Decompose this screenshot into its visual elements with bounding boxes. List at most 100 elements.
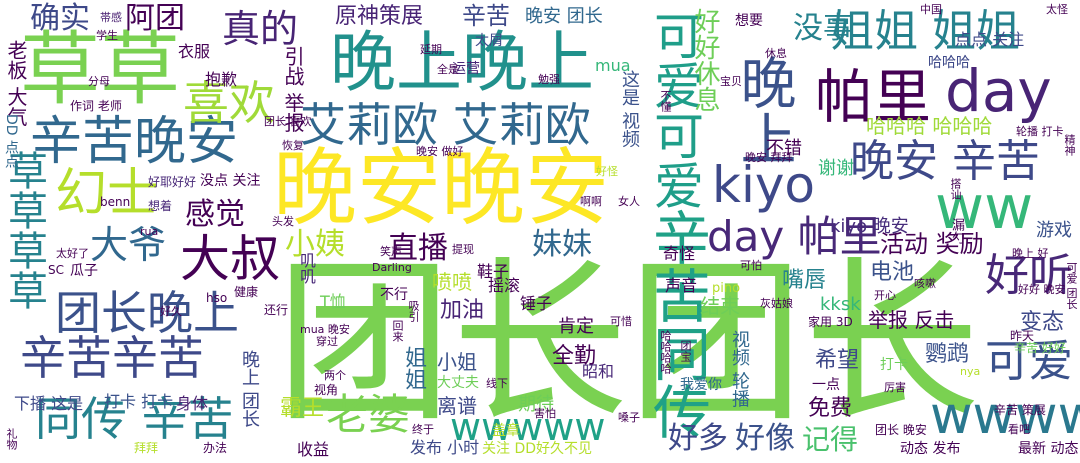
word-xuesheng: 学生 xyxy=(96,29,118,42)
word-daka-daka: 打卡 打卡 xyxy=(104,392,174,411)
word-qiguai: 奇怪 xyxy=(663,244,696,263)
word-buxing: 不行 xyxy=(380,287,408,303)
word-wanshang-hao: 晚上 好 xyxy=(1012,247,1049,260)
word-dianchi: 电池 xyxy=(870,260,915,285)
word-xinku-xinku: 辛苦辛苦 xyxy=(20,331,204,385)
word-wanshang-vertical: 晚上 xyxy=(731,54,796,166)
word-daye: 大爷 xyxy=(90,223,167,267)
word-yunying: 运营 xyxy=(452,61,480,77)
word-huiguniang: 灰姑娘 xyxy=(760,297,793,310)
word-xianxia: 线下 xyxy=(486,377,508,390)
word-sc: SC xyxy=(48,263,64,277)
word-xiabo-zheshi: 下播 这是 xyxy=(14,394,84,413)
word-wanshang-wanshang: 晚上晚上 xyxy=(330,24,594,101)
word-xiaosheng: 笑声 xyxy=(380,245,402,258)
word-caocao: 草草 xyxy=(20,23,180,116)
word-bucuo: 不错 xyxy=(766,138,802,159)
word-zuichun: 嘴唇 xyxy=(782,268,827,293)
word-xinku-haohao: 辛苦 好好 xyxy=(1014,341,1066,355)
word-keai: 可爱 xyxy=(985,336,1073,387)
word-nya: nya xyxy=(960,365,981,378)
word-laopo: 老婆 xyxy=(326,390,411,439)
word-mianfei: 免费 xyxy=(808,396,853,421)
word-caocaocaocao: 草草草草 xyxy=(1,150,47,310)
word-haojiu: 好久 xyxy=(160,305,182,318)
word-pino: pino xyxy=(712,281,741,296)
word-haoguai: 好怪 xyxy=(596,165,618,178)
word-zheshi-shipin: 这是 视频 xyxy=(619,70,640,148)
word-mua: mua xyxy=(595,56,631,75)
word-meidian-guanzhu: 没点 关注 xyxy=(200,173,261,189)
word-haoting: 好听 xyxy=(985,250,1073,301)
word-kesou: 咳嗽 xyxy=(914,277,936,290)
word-zhongyu: 终于 xyxy=(412,423,434,436)
word-hahaha-hahaha: 哈哈哈 哈哈哈 xyxy=(866,114,993,138)
word-tuanbao: 团宝 xyxy=(679,340,692,362)
word-jiankang: 健康 xyxy=(234,285,259,299)
word-daka: 打卡 xyxy=(880,357,908,373)
word-ailiou: 艾莉欧 艾莉欧 xyxy=(300,98,591,152)
word-xihuan: 喜欢 xyxy=(183,76,275,130)
word-dashu: 大叔 xyxy=(180,230,280,288)
word-shouyi: 收益 xyxy=(297,440,330,459)
word-shenti: 身体 xyxy=(176,394,209,413)
word-keai-keai: 可爱可爱 xyxy=(646,10,704,210)
word-tuanzhang-tuanzhang: 团长团长 xyxy=(276,241,981,446)
word-xiangzhe: 想着 xyxy=(148,199,173,213)
word-kiyo-wanan: kiyo 晚安 xyxy=(830,216,909,237)
word-taihaole: 太好了 xyxy=(56,247,89,260)
word-xinku-tongchuan: 辛苦同传 xyxy=(643,208,711,440)
word-kanba: 看吧 xyxy=(1008,423,1030,436)
word-xinku-cezhan: 辛苦 策展 xyxy=(994,403,1046,417)
word-jide: 记得 xyxy=(802,423,859,456)
word-taixie: 太屑 xyxy=(475,33,503,49)
word-hahaha: 哈哈哈 xyxy=(928,55,970,71)
word-chuanguo: 穿过 xyxy=(316,335,338,348)
word-haipa: 害怕 xyxy=(534,407,556,420)
word-penpen: 喷喷 xyxy=(432,270,472,294)
word-benn: benn xyxy=(100,195,131,209)
word-xiezi: 鞋子 xyxy=(477,262,510,281)
word-hso: hso xyxy=(206,291,228,305)
word-nvren: 女人 xyxy=(618,195,640,208)
word-yaogun: 摇滚 xyxy=(488,276,521,295)
word-kiyo: kiyo xyxy=(712,156,816,214)
word-mianqiang: 勉强 xyxy=(538,73,560,86)
word-xinku-wanan: 辛苦晚安 xyxy=(30,112,239,172)
word-wwwww: wwwww xyxy=(450,405,606,449)
word-shipin-lunbo: 视频 轮播 xyxy=(729,330,750,408)
word-haoye: 好耶好好 xyxy=(148,175,197,189)
word-jiayou: 加油 xyxy=(440,298,485,323)
word-huodong-jiangli: 活动 奖励 xyxy=(880,230,984,258)
word-yanqi: 延期 xyxy=(420,43,442,56)
word-sangzi: 嗓子 xyxy=(618,411,640,424)
word-wwww: wwww xyxy=(930,386,1080,446)
word-hahahaha: 哈哈哈哈 xyxy=(659,330,672,374)
word-taiguai: 太怪 xyxy=(1046,3,1068,16)
word-baibai: 拜拜 xyxy=(134,441,159,455)
word-tuanzhang-wanan: 团长 晚安 xyxy=(875,423,927,437)
word-zhongguo: 中国 xyxy=(920,3,942,16)
word-tixian: 提现 xyxy=(452,243,474,256)
word-liwu: 礼物 xyxy=(5,428,18,450)
word-kepa: 可怕 xyxy=(740,259,762,272)
word-dashan: 搭讪 xyxy=(949,178,962,200)
word-dd-diandian: DD 点点 xyxy=(3,114,19,169)
word-kending: 肯定 xyxy=(558,316,594,337)
word-liangge: 两个 xyxy=(324,369,346,382)
word-gaizhang: 盖章 xyxy=(492,423,520,439)
word-toufa: 头发 xyxy=(272,215,294,228)
word-aa: 啊啊 xyxy=(580,195,602,208)
word-yuanshen-cezhan: 原神策展 xyxy=(335,4,424,29)
word-kaixin: 开心 xyxy=(874,289,896,302)
word-fabu-xiaoshi: 发布 小时 xyxy=(410,438,480,457)
word-budong: 不懂 xyxy=(659,90,672,112)
word-shengyin: 声音 xyxy=(665,276,698,295)
word-yinzhan-jubao: 引战 举报 xyxy=(281,46,305,133)
word-chuizi: 锤子 xyxy=(520,294,553,313)
word-wanan-zuohao: 晚安 做好 xyxy=(416,145,464,158)
word-jiayong-3d: 家用 3D xyxy=(808,315,853,329)
word-yifu: 衣服 xyxy=(178,42,211,61)
word-wanan-wanan: 晚安晚安 xyxy=(273,139,610,237)
word-queshi: 确实 xyxy=(30,1,90,36)
